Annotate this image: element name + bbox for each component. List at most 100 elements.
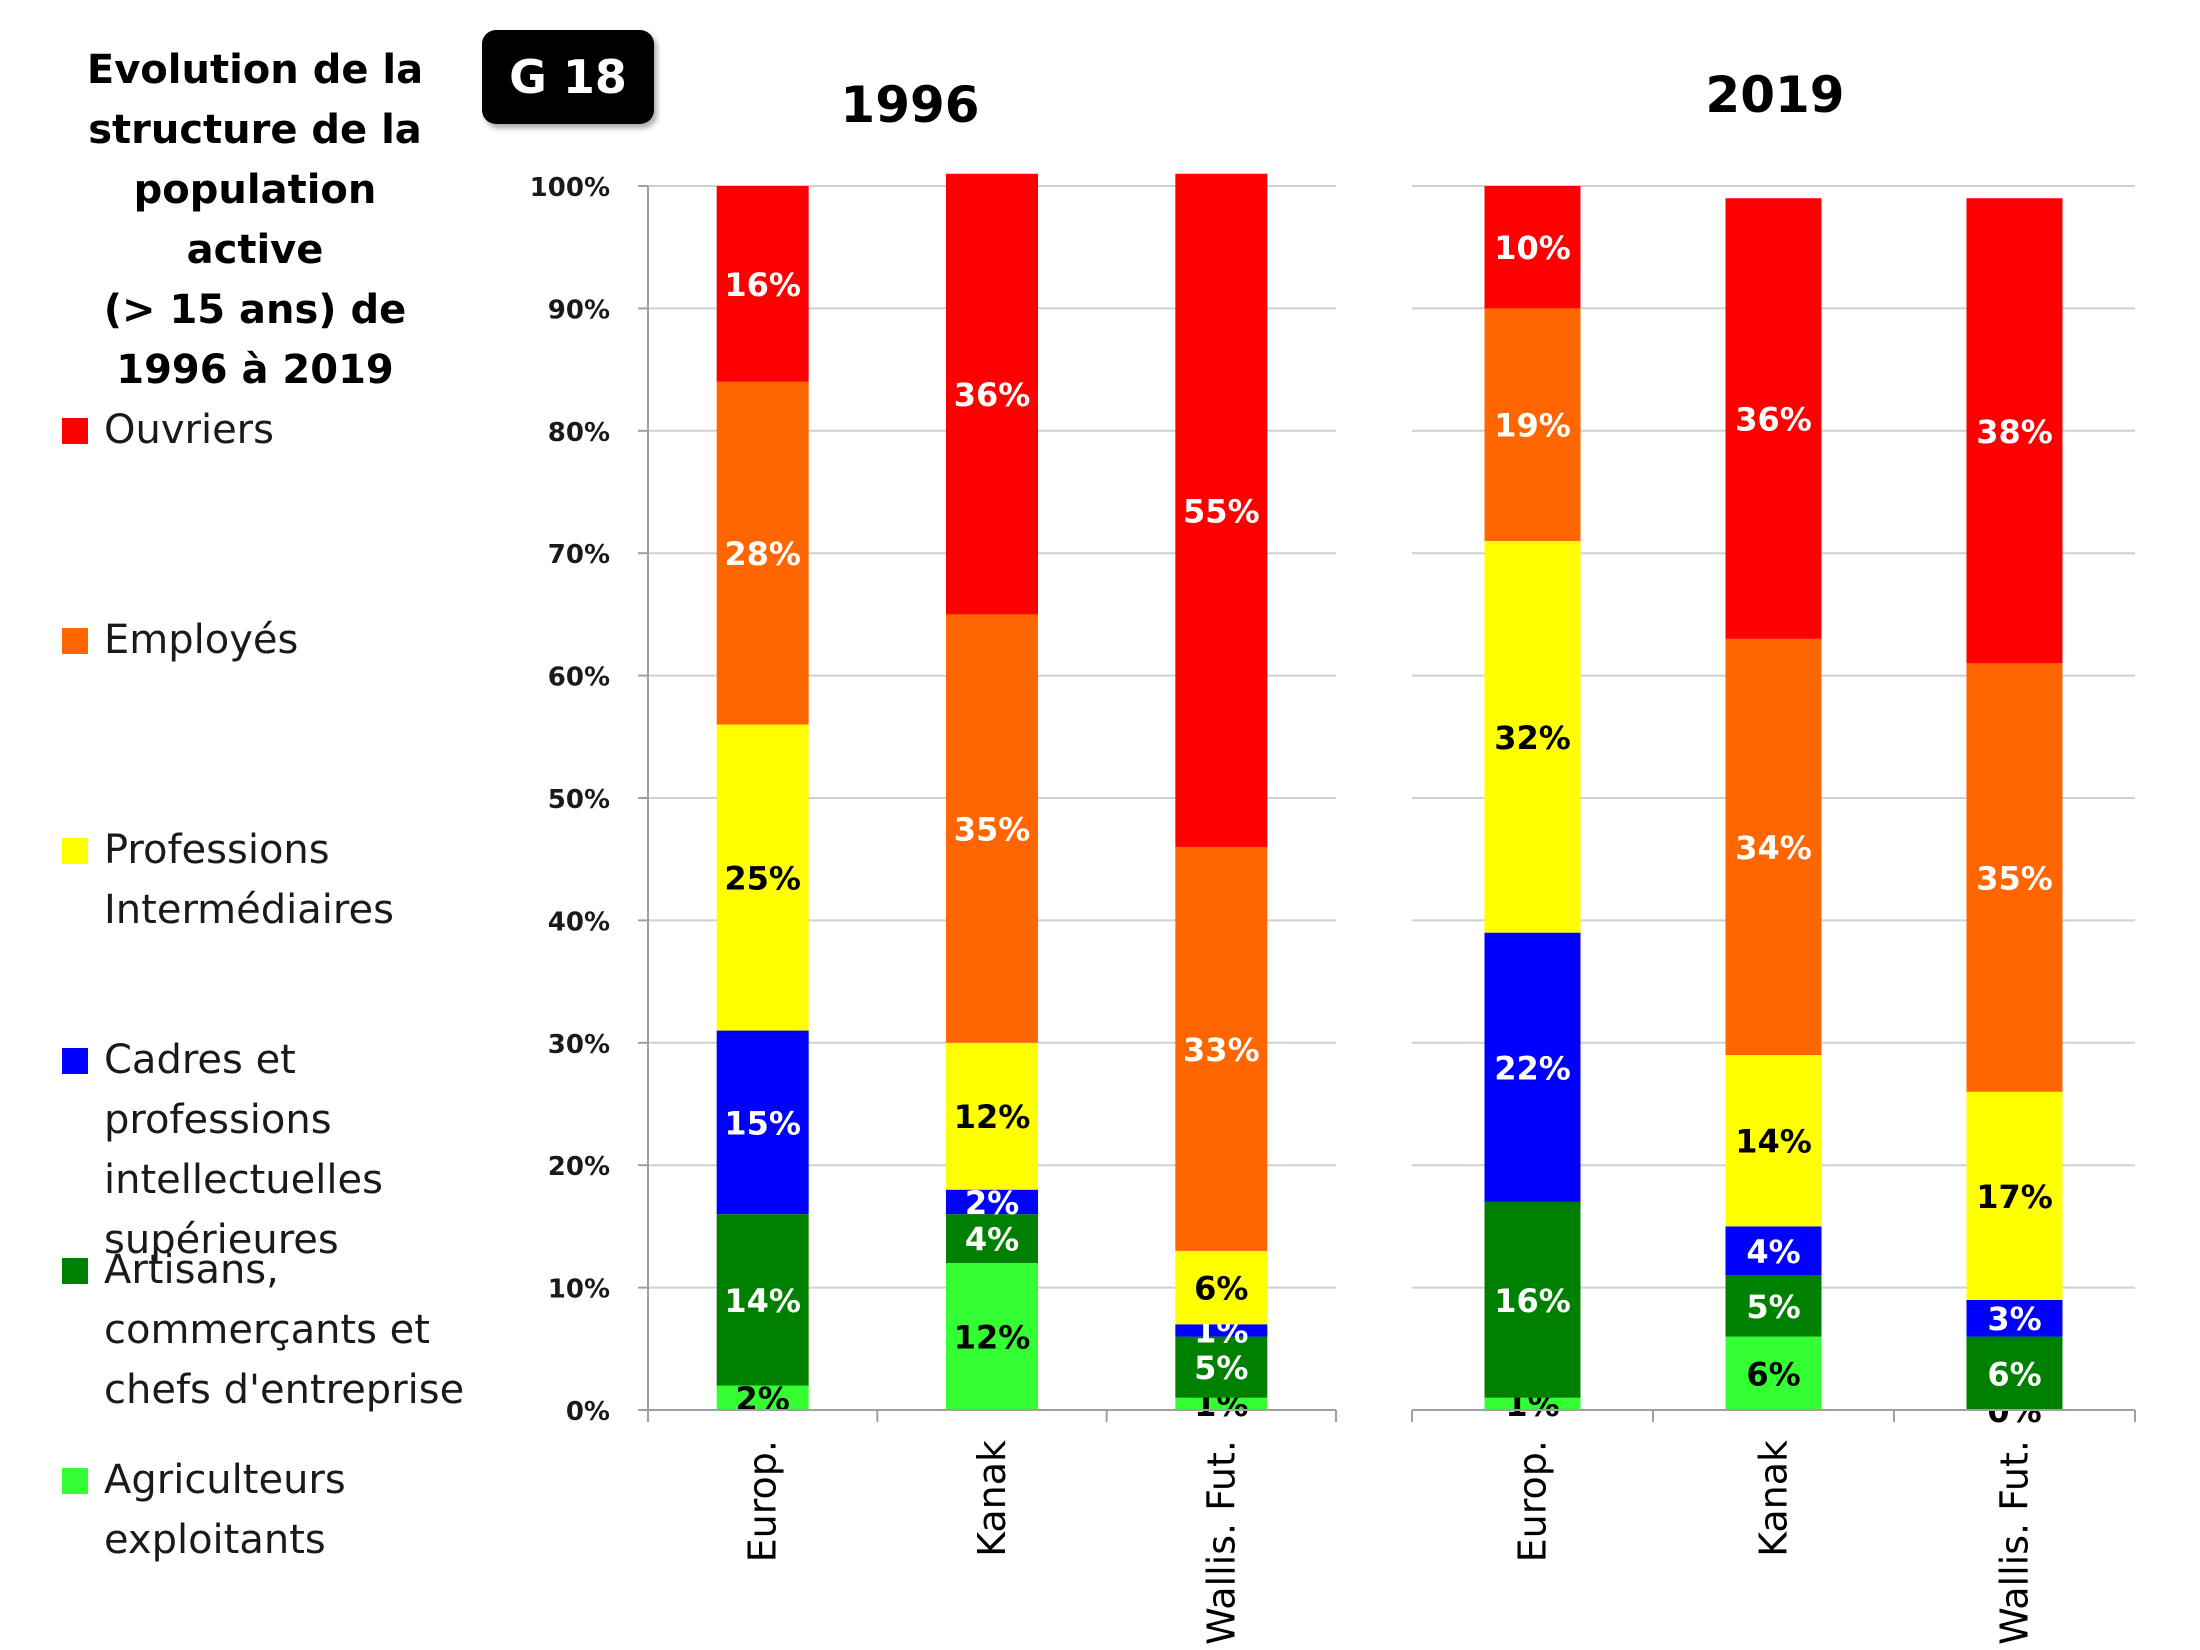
legend-label-line: Intermédiaires xyxy=(104,887,394,933)
legend-label-line: chefs d'entreprise xyxy=(104,1367,465,1413)
bar-segment xyxy=(1484,186,1581,309)
bar-segment xyxy=(946,173,1038,615)
data-label: 16% xyxy=(724,266,801,304)
data-label: 34% xyxy=(1735,829,1812,867)
bar-segment xyxy=(716,381,809,725)
panel-title: 2019 xyxy=(1705,66,1844,124)
bar-segment xyxy=(1725,1226,1822,1276)
y-tick-label: 40% xyxy=(548,907,610,937)
bar-segment xyxy=(1725,1055,1822,1227)
bar-segment xyxy=(1175,1250,1268,1325)
bar-segment xyxy=(716,1214,809,1386)
data-label: 3% xyxy=(1987,1300,2041,1338)
legend-swatch xyxy=(62,1468,88,1494)
panel-title: 1996 xyxy=(840,76,979,134)
data-label: 36% xyxy=(1735,401,1812,439)
bar-segment xyxy=(1175,1397,1268,1410)
bar-segment xyxy=(1175,1324,1268,1337)
data-label: 12% xyxy=(954,1098,1031,1136)
y-tick-label: 10% xyxy=(548,1275,610,1305)
legend-label: Cadres et professions intellectuelles supér… xyxy=(104,1030,544,1270)
legend-label-line: professions xyxy=(104,1097,332,1143)
y-tick-label: 100% xyxy=(530,173,610,203)
legend-label: Professions Intermédiaires xyxy=(104,820,544,940)
data-label: 6% xyxy=(1987,1355,2041,1393)
y-tick-label: 50% xyxy=(548,785,610,815)
bar-segment xyxy=(716,186,809,382)
legend-label-line: Ouvriers xyxy=(104,407,274,453)
bar-segment xyxy=(1484,932,1581,1202)
data-label: 19% xyxy=(1494,407,1571,445)
data-label: 28% xyxy=(724,535,801,573)
bar-segment xyxy=(946,614,1038,1043)
legend-label-line: Agriculteurs xyxy=(104,1457,346,1503)
x-category-label: Kanak xyxy=(1752,1440,1796,1557)
bar-segment xyxy=(716,724,809,1031)
bar-segment xyxy=(946,1263,1038,1410)
legend-label-line: Cadres et xyxy=(104,1037,296,1083)
bar-segment xyxy=(1484,1397,1581,1410)
bar-segment xyxy=(1484,540,1581,933)
legend-label-line: Artisans, xyxy=(104,1247,279,1293)
bar-segment xyxy=(946,1214,1038,1264)
legend-swatch xyxy=(62,1258,88,1284)
data-label: 55% xyxy=(1183,492,1260,530)
legend-swatch xyxy=(62,838,88,864)
figure-badge: G 18 xyxy=(482,30,654,124)
legend-label-line: commerçants et xyxy=(104,1307,430,1353)
data-label: 4% xyxy=(965,1221,1019,1259)
x-category-label: Wallis. Fut. xyxy=(1993,1440,2037,1645)
bar-segment xyxy=(1966,198,2063,664)
x-category-label: Wallis. Fut. xyxy=(1199,1440,1243,1645)
bar-segment xyxy=(1725,1275,1822,1337)
data-label: 15% xyxy=(724,1104,801,1142)
chart-title-line: 1996 à 2019 xyxy=(116,347,394,393)
data-label: 6% xyxy=(1194,1270,1248,1308)
x-category-label: Europ. xyxy=(741,1440,785,1562)
y-tick-label: 30% xyxy=(548,1030,610,1060)
y-tick-label: 0% xyxy=(566,1397,610,1427)
bar-segment xyxy=(1966,1336,2063,1410)
legend-label-line: intellectuelles xyxy=(104,1157,383,1203)
data-label: 2% xyxy=(965,1184,1019,1222)
data-label: 6% xyxy=(1746,1355,1800,1393)
legend-label: Employés xyxy=(104,610,544,670)
data-label: 25% xyxy=(724,860,801,898)
legend-label-line: Professions xyxy=(104,827,330,873)
bar-segment xyxy=(946,1042,1038,1190)
data-label: 17% xyxy=(1976,1178,2053,1216)
y-tick-label: 80% xyxy=(548,418,610,448)
legend-label: Agriculteurs exploitants xyxy=(104,1450,544,1570)
bar-segment xyxy=(1484,1201,1581,1398)
data-label: 12% xyxy=(954,1319,1031,1357)
y-tick-label: 20% xyxy=(548,1152,610,1182)
bar-segment xyxy=(1966,1091,2063,1300)
x-category-label: Europ. xyxy=(1511,1440,1555,1562)
x-category-label: Kanak xyxy=(970,1440,1014,1557)
bar-segment xyxy=(1966,663,2063,1092)
data-label: 33% xyxy=(1183,1031,1260,1069)
bar-segment xyxy=(1725,1336,1822,1410)
data-label: 14% xyxy=(724,1282,801,1320)
legend-label-line: supérieures xyxy=(104,1217,339,1263)
chart-title-line: Evolution de la xyxy=(86,47,424,93)
data-label: 36% xyxy=(954,376,1031,414)
data-label: 5% xyxy=(1746,1288,1800,1326)
legend-label: Artisans, commerçants et chefs d'entrepris… xyxy=(104,1240,544,1420)
data-label: 4% xyxy=(1746,1233,1800,1271)
chart-title-line: population xyxy=(133,167,377,213)
legend-label-line: exploitants xyxy=(104,1517,326,1563)
data-label: 2% xyxy=(736,1380,790,1418)
data-label: 16% xyxy=(1494,1282,1571,1320)
y-tick-label: 60% xyxy=(548,663,610,693)
bar-segment xyxy=(1966,1299,2063,1337)
data-label: 38% xyxy=(1976,413,2053,451)
bar-segment xyxy=(1175,846,1268,1251)
chart-title: Evolution de la structure de la population… xyxy=(40,40,470,400)
bar-segment xyxy=(1175,1336,1268,1398)
legend-label: Ouvriers xyxy=(104,400,544,460)
bar-segment xyxy=(716,1385,809,1410)
bar-segment xyxy=(946,1189,1038,1215)
bar-segment xyxy=(1725,638,1822,1056)
